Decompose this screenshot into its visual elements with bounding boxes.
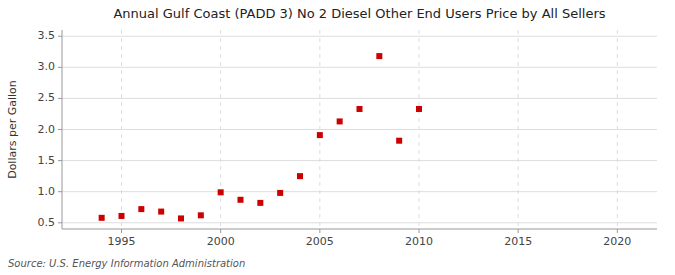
- point: [357, 106, 363, 112]
- grid: [62, 30, 657, 229]
- point: [178, 215, 184, 221]
- point: [376, 53, 382, 59]
- x-grid-line: [617, 30, 618, 229]
- y-tick-label: 2.0: [38, 123, 56, 136]
- point: [198, 212, 204, 218]
- y-tick-label: 1.0: [38, 185, 56, 198]
- x-tick: [121, 229, 122, 233]
- point: [277, 190, 283, 196]
- source: Source: U.S. Energy Information Administ…: [8, 258, 245, 269]
- x-tick: [220, 229, 221, 233]
- y-grid-line: [62, 36, 657, 37]
- point: [99, 215, 105, 221]
- y-grid-line: [62, 222, 657, 223]
- x-grid-line: [319, 30, 320, 229]
- y-tick: [58, 98, 62, 99]
- point: [317, 132, 323, 138]
- x-grid-line: [518, 30, 519, 229]
- point: [396, 138, 402, 144]
- point: [238, 197, 244, 203]
- point: [257, 200, 263, 206]
- y-grid-line: [62, 160, 657, 161]
- x-axis-line: [62, 229, 657, 230]
- point: [416, 106, 422, 112]
- y-axis-line: [62, 30, 63, 229]
- y-tick: [58, 160, 62, 161]
- point: [138, 206, 144, 212]
- x-grid-line: [121, 30, 122, 229]
- chart: 0.5 1.0 1.5 2.0 2.5 3.0 3.5 1995 2000 2005 2010 201…: [0, 0, 675, 275]
- y-tick-label: 3.5: [38, 29, 56, 42]
- axes: 0.5 1.0 1.5 2.0 2.5 3.0 3.5 1995 2000 2005 2010 201…: [38, 29, 658, 248]
- x-tick-label: 2005: [306, 235, 334, 248]
- x-tick: [419, 229, 420, 233]
- y-tick-label: 1.5: [38, 154, 56, 167]
- point: [337, 118, 343, 124]
- x-tick-label: 2020: [603, 235, 631, 248]
- y-grid-line: [62, 98, 657, 99]
- y-tick: [58, 67, 62, 68]
- y-grid-line: [62, 191, 657, 192]
- point: [218, 189, 224, 195]
- points: [99, 53, 422, 221]
- y-grid-line: [62, 129, 657, 130]
- y-tick: [58, 191, 62, 192]
- x-grid-line: [220, 30, 221, 229]
- title: Annual Gulf Coast (PADD 3) No 2 Diesel O…: [113, 6, 605, 21]
- y-axis-label: Dollars per Gallon: [6, 80, 19, 179]
- y-tick: [58, 222, 62, 223]
- y-tick-label: 2.5: [38, 91, 56, 104]
- x-tick-label: 2015: [504, 235, 532, 248]
- x-tick: [518, 229, 519, 233]
- y-tick-label: 3.0: [38, 60, 56, 73]
- x-tick: [319, 229, 320, 233]
- point: [119, 213, 125, 219]
- y-tick-label: 0.5: [38, 216, 56, 229]
- x-grid-line: [419, 30, 420, 229]
- x-tick-label: 2000: [207, 235, 235, 248]
- y-tick: [58, 36, 62, 37]
- y-tick: [58, 129, 62, 130]
- point: [297, 173, 303, 179]
- x-tick-label: 2010: [405, 235, 433, 248]
- x-tick-label: 1995: [108, 235, 136, 248]
- x-tick: [617, 229, 618, 233]
- point: [158, 209, 164, 215]
- y-grid-line: [62, 67, 657, 68]
